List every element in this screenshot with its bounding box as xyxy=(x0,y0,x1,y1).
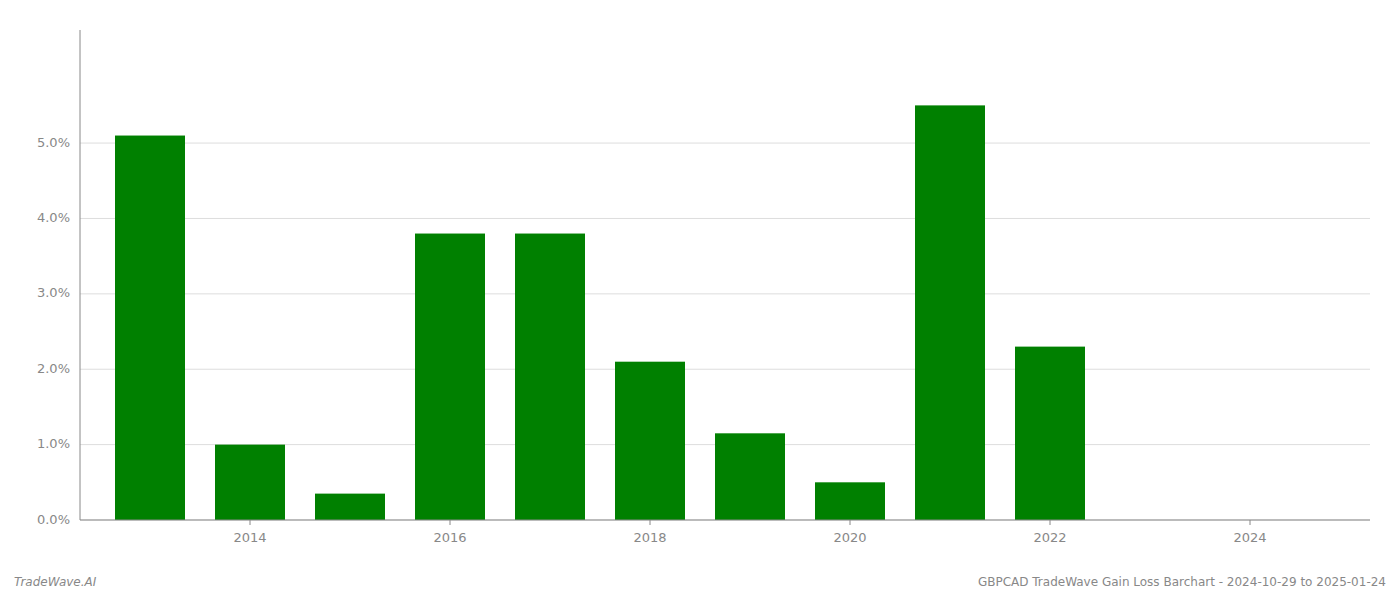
bar xyxy=(815,482,885,520)
x-tick xyxy=(450,520,451,525)
watermark: TradeWave.AI xyxy=(14,575,97,589)
grid-line xyxy=(80,143,1370,144)
y-axis-line xyxy=(80,30,81,520)
x-tick xyxy=(1050,520,1051,525)
x-tick xyxy=(650,520,651,525)
x-tick-label: 2014 xyxy=(233,530,266,545)
bar xyxy=(115,136,185,520)
x-tick-label: 2024 xyxy=(1233,530,1266,545)
y-tick-label: 0.0% xyxy=(37,512,70,527)
bar xyxy=(715,433,785,520)
bar xyxy=(615,362,685,520)
grid-line xyxy=(80,218,1370,219)
x-tick-label: 2022 xyxy=(1033,530,1066,545)
x-tick-label: 2018 xyxy=(633,530,666,545)
bar xyxy=(915,105,985,520)
y-tick-label: 1.0% xyxy=(37,436,70,451)
bar xyxy=(315,494,385,520)
grid-line xyxy=(80,293,1370,294)
bar xyxy=(515,234,585,520)
bar xyxy=(415,234,485,520)
grid-line xyxy=(80,369,1370,370)
x-axis-line xyxy=(80,520,1370,521)
x-tick-label: 2020 xyxy=(833,530,866,545)
y-tick-label: 3.0% xyxy=(37,285,70,300)
bar xyxy=(215,445,285,520)
title: GBPCAD TradeWave Gain Loss Barchart - 20… xyxy=(978,575,1386,589)
bar xyxy=(1015,347,1085,520)
chart: 0.0% 1.0% 2.0% 3.0% 4.0% 5.0% 2014 2016 2018 2020… xyxy=(0,0,1400,600)
y-tick-label: 5.0% xyxy=(37,135,70,150)
bars xyxy=(115,105,1085,520)
x-tick-label: 2016 xyxy=(433,530,466,545)
x-tick xyxy=(850,520,851,525)
grid xyxy=(80,143,1370,520)
y-tick-label: 4.0% xyxy=(37,210,70,225)
y-tick-label: 2.0% xyxy=(37,361,70,376)
x-tick xyxy=(250,520,251,525)
x-tick xyxy=(1250,520,1251,525)
grid-line xyxy=(80,520,1370,521)
